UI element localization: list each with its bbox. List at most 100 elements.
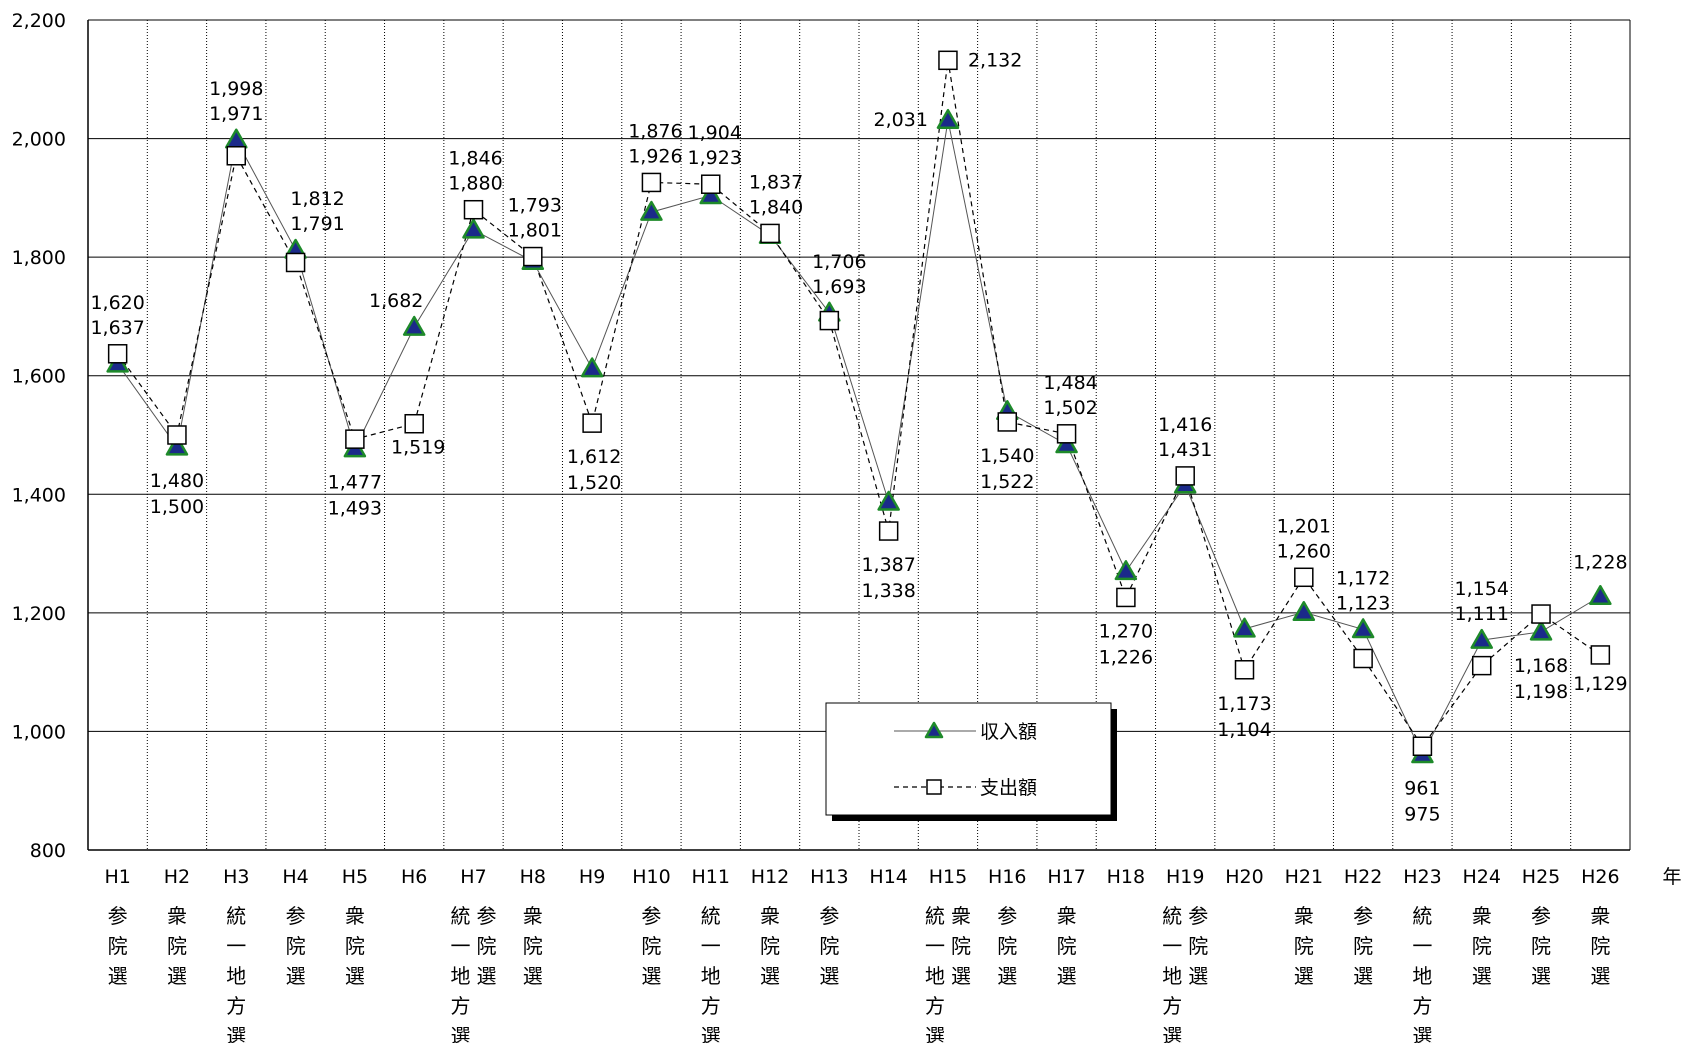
x-tick-label: H17 <box>1047 866 1085 888</box>
election-label-char: 院 <box>641 934 661 958</box>
election-label-char: 統 <box>701 904 721 928</box>
election-label-char: 選 <box>1590 964 1610 988</box>
legend-box <box>825 702 1112 816</box>
election-label: 参院選 <box>108 904 128 988</box>
x-tick-label: H21 <box>1285 866 1323 888</box>
data-point-income <box>640 200 663 221</box>
x-tick-label: H18 <box>1107 866 1145 888</box>
election-label-char: 選 <box>345 964 365 988</box>
election-label-char: 選 <box>1162 1024 1182 1043</box>
election-label-char: 一 <box>925 934 945 958</box>
data-label-expenditure: 1,260 <box>1277 540 1331 562</box>
x-tick-label: H4 <box>282 866 308 888</box>
election-label-char: 選 <box>701 1024 721 1043</box>
election-label: 衆院選 <box>523 904 543 988</box>
election-label-char: 院 <box>1057 934 1077 958</box>
data-label-expenditure: 1,522 <box>980 471 1034 493</box>
data-point-expenditure <box>582 413 602 433</box>
election-label: 参院選 <box>641 904 661 988</box>
data-label-income: 1,846 <box>448 148 502 170</box>
election-label-char: 院 <box>523 934 543 958</box>
legend-label-expenditure: 支出額 <box>980 777 1037 799</box>
data-label-income: 1,612 <box>567 446 621 468</box>
data-label-income: 1,620 <box>90 292 144 314</box>
x-tick-label: H12 <box>751 866 789 888</box>
x-tick-label: H11 <box>691 866 729 888</box>
data-point-expenditure <box>938 50 958 71</box>
x-tick-label: H2 <box>164 866 190 888</box>
election-label: 衆院選 <box>1472 904 1492 988</box>
data-label-expenditure: 1,338 <box>861 580 915 602</box>
data-label-expenditure: 2,132 <box>968 49 1022 71</box>
election-label-char: 選 <box>819 964 839 988</box>
data-point-expenditure <box>878 521 899 541</box>
data-label-income: 1,480 <box>150 470 204 492</box>
y-tick-label: 2,200 <box>12 10 66 32</box>
election-label-char: 地 <box>451 964 471 988</box>
election-label-char: 一 <box>1162 934 1182 958</box>
election-label: 衆院選 <box>951 904 971 988</box>
election-label-char: 一 <box>701 934 721 958</box>
election-label-char: 院 <box>1353 934 1373 958</box>
data-point-income <box>165 435 189 456</box>
data-label-expenditure: 1,104 <box>1217 719 1271 741</box>
election-label-char: 選 <box>523 964 543 988</box>
election-label-char: 院 <box>1472 934 1492 958</box>
election-label-char: 方 <box>226 994 246 1018</box>
data-label-income: 1,416 <box>1158 414 1212 436</box>
election-label-char: 衆 <box>951 904 971 928</box>
data-point-expenditure <box>760 223 780 244</box>
y-tick-label: 2,000 <box>12 129 66 151</box>
data-point-expenditure <box>700 174 721 194</box>
election-label-char: 院 <box>760 934 780 958</box>
x-tick-label: H14 <box>869 866 907 888</box>
data-label-income: 1,904 <box>688 122 742 144</box>
data-label-income: 1,477 <box>328 472 382 494</box>
election-label-char: 選 <box>1188 964 1208 988</box>
election-label-char: 選 <box>451 1024 471 1043</box>
data-label-income: 1,793 <box>508 195 562 217</box>
data-label-expenditure: 1,198 <box>1514 681 1568 703</box>
x-axis-unit-label: 年 <box>1662 866 1681 888</box>
data-point-expenditure <box>1116 587 1136 608</box>
election-label-char: 選 <box>1057 964 1077 988</box>
data-label-income: 1,154 <box>1455 578 1509 600</box>
election-label: 参院選 <box>477 904 497 988</box>
data-label-income: 1,484 <box>1043 372 1097 394</box>
data-point-expenditure <box>997 412 1018 432</box>
data-point-expenditure <box>1471 655 1492 676</box>
election-label-char: 院 <box>1188 934 1208 958</box>
data-label-income: 1,682 <box>369 290 423 312</box>
data-label-income: 1,876 <box>628 120 682 142</box>
election-label-char: 院 <box>1590 934 1610 958</box>
election-label-char: 衆 <box>1590 904 1610 928</box>
election-label-char: 選 <box>760 964 780 988</box>
election-label: 衆院選 <box>167 904 187 988</box>
data-point-expenditure <box>1234 660 1255 680</box>
election-label-char: 方 <box>925 994 945 1018</box>
data-point-expenditure <box>1056 424 1077 444</box>
election-label: 参院選 <box>1353 904 1373 988</box>
election-label-char: 方 <box>701 994 721 1018</box>
election-label-char: 参 <box>477 904 497 928</box>
data-point-income <box>936 108 960 129</box>
x-tick-label: H19 <box>1166 866 1204 888</box>
x-tick-label: H20 <box>1225 866 1263 888</box>
x-tick-label: H24 <box>1462 866 1500 888</box>
election-label-char: 選 <box>1472 964 1492 988</box>
data-label-expenditure: 1,791 <box>290 213 344 235</box>
legend-label-income: 収入額 <box>980 721 1037 743</box>
data-label-expenditure: 1,500 <box>150 496 204 518</box>
election-label-char: 院 <box>477 934 497 958</box>
x-tick-label: H6 <box>401 866 427 888</box>
data-label-expenditure: 1,519 <box>391 437 445 459</box>
election-label-char: 統 <box>925 904 945 928</box>
data-label-expenditure: 1,123 <box>1336 592 1390 614</box>
election-label-char: 統 <box>1412 904 1432 928</box>
data-point-expenditure <box>107 344 128 364</box>
data-point-income <box>402 315 426 336</box>
data-point-expenditure <box>463 199 484 220</box>
election-label-char: 統 <box>1162 904 1182 928</box>
